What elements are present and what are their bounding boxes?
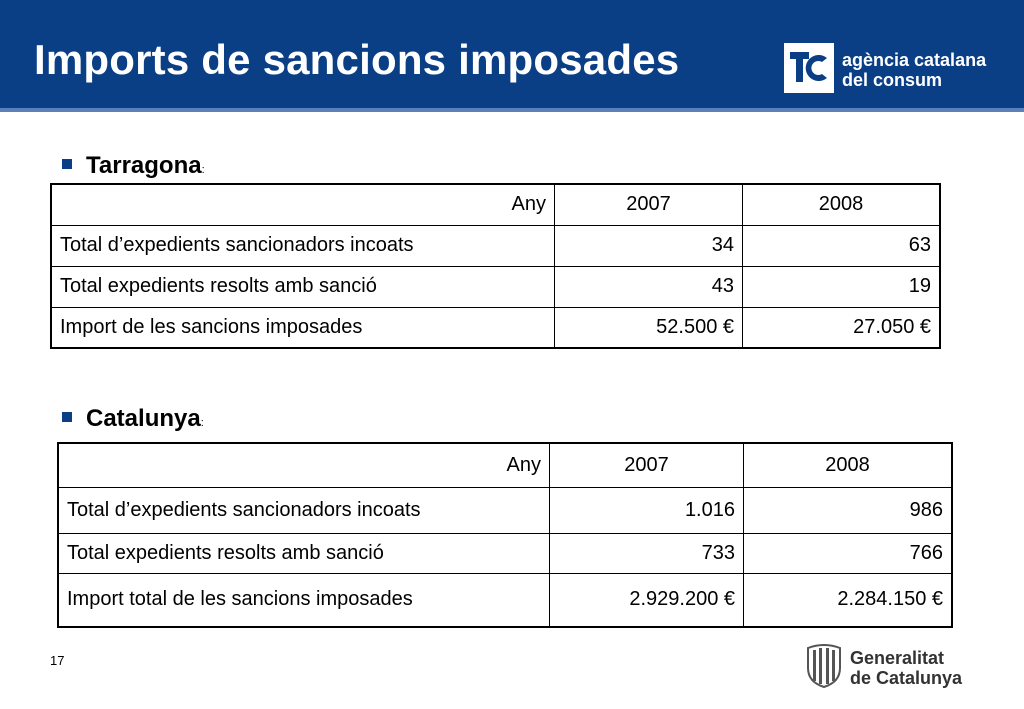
table-header-row: Any 2007 2008 — [50, 183, 941, 226]
value-cell: 2.284.150 € — [743, 572, 953, 628]
header-cell: 2007 — [549, 442, 744, 488]
page-title: Imports de sancions imposades — [34, 36, 680, 83]
section-title: Tarragona — [86, 152, 202, 179]
value-cell: 766 — [743, 532, 953, 574]
generalitat-logo-text: Generalitat de Catalunya — [850, 648, 962, 688]
header-cell: Any — [50, 183, 555, 226]
agencia-logo-icon — [784, 43, 834, 93]
row-label: Total d’expedients sancionadors incoats — [57, 486, 550, 534]
value-cell: 27.050 € — [742, 306, 941, 349]
agencia-catalana-consum-logo: agència catalana del consum — [784, 40, 999, 96]
table-row: Total d’expedients sancionadors incoats … — [57, 486, 953, 534]
generalitat-logo-line1: Generalitat — [850, 648, 945, 668]
header-cell: 2007 — [554, 183, 743, 226]
value-cell: 986 — [743, 486, 953, 534]
header-band — [0, 0, 1024, 108]
row-label: Import total de les sancions imposades — [57, 572, 550, 628]
value-cell: 1.016 — [549, 486, 744, 534]
header-cell: 2008 — [742, 183, 941, 226]
value-cell: 63 — [742, 224, 941, 267]
value-cell: 52.500 € — [554, 306, 743, 349]
table-row: Total d’expedients sancionadors incoats … — [50, 224, 941, 267]
tarragona-table: Any 2007 2008 Total d’expedients sancion… — [50, 183, 941, 349]
agencia-logo-line2: del consum — [842, 70, 943, 90]
agencia-logo-line1: agència catalana — [842, 50, 987, 70]
table-row: Import de les sancions imposades 52.500 … — [50, 306, 941, 349]
square-bullet-icon — [62, 412, 72, 422]
header-cell: Any — [57, 442, 550, 488]
value-cell: 43 — [554, 265, 743, 308]
value-cell: 19 — [742, 265, 941, 308]
section-label-tarragona: Tarragona: — [62, 152, 205, 180]
table-row: Total expedients resolts amb sanció 733 … — [57, 532, 953, 574]
section-title: Catalunya — [86, 405, 201, 432]
catalunya-table: Any 2007 2008 Total d’expedients sancion… — [57, 442, 953, 628]
header-cell: 2008 — [743, 442, 953, 488]
page-number: 17 — [50, 653, 65, 668]
square-bullet-icon — [62, 159, 72, 169]
row-label: Total expedients resolts amb sanció — [50, 265, 555, 308]
agencia-logo-text: agència catalana del consum — [842, 50, 986, 90]
section-label-catalunya: Catalunya: — [62, 405, 204, 433]
value-cell: 733 — [549, 532, 744, 574]
section-colon: : — [201, 164, 205, 176]
row-label: Total d’expedients sancionadors incoats — [50, 224, 555, 267]
generalitat-logo-line2: de Catalunya — [850, 668, 963, 688]
generalitat-shield-icon — [807, 644, 841, 688]
table-row: Total expedients resolts amb sanció 43 1… — [50, 265, 941, 308]
generalitat-logo: Generalitat de Catalunya — [806, 644, 1006, 694]
section-colon: : — [200, 417, 204, 429]
header-divider — [0, 108, 1024, 112]
row-label: Total expedients resolts amb sanció — [57, 532, 550, 574]
value-cell: 34 — [554, 224, 743, 267]
table-row: Import total de les sancions imposades 2… — [57, 572, 953, 628]
row-label: Import de les sancions imposades — [50, 306, 555, 349]
table-header-row: Any 2007 2008 — [57, 442, 953, 488]
value-cell: 2.929.200 € — [549, 572, 744, 628]
